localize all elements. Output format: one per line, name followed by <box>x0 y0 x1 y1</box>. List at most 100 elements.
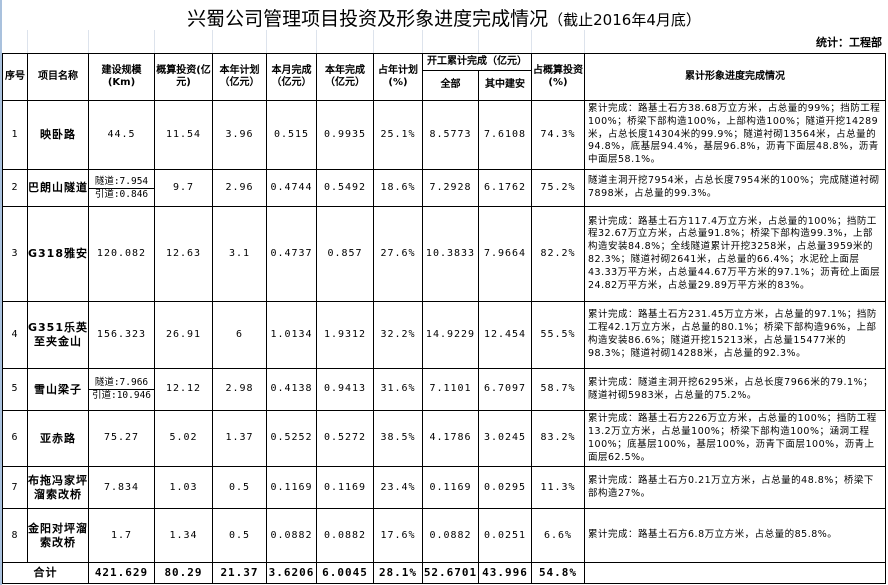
cell-name: 金阳对坪溜索改桥 <box>27 508 89 564</box>
cell-seq: 3 <box>2 206 28 303</box>
cell-name: 布拖冯家坪溜索改桥 <box>27 466 89 510</box>
total-month-done: 3.6206 <box>266 562 317 585</box>
total-budget: 80.29 <box>154 562 213 585</box>
cell-budget: 12.63 <box>154 206 213 303</box>
cell-pct-budget: 83.2% <box>531 410 585 468</box>
total-year-done: 6.0045 <box>316 562 374 585</box>
cell-year-done: 0.0882 <box>316 508 374 564</box>
total-label: 合计 <box>2 562 89 585</box>
header-budget: 概算投资(亿元) <box>154 53 213 101</box>
cell-year-plan: 2.98 <box>212 368 267 412</box>
cell-cum-build: 6.7097 <box>478 368 532 412</box>
cell-month-done: 0.0882 <box>266 508 317 564</box>
cell-pct-year: 18.6% <box>373 169 423 208</box>
cell-budget: 26.91 <box>154 301 213 370</box>
cell-year-plan: 0.5 <box>212 466 267 510</box>
cell-name: G351乐英至夹金山 <box>27 301 89 370</box>
title-text: 兴蜀公司管理项目投资及形象进度完成情况 <box>187 8 549 30</box>
header-scale: 建设规模(Km) <box>88 53 155 101</box>
cell-name: G318雅安 <box>27 206 89 303</box>
cell-month-done: 0.4138 <box>266 368 317 412</box>
cell-name: 映卧路 <box>27 99 89 171</box>
cell-year-done: 0.9935 <box>316 99 374 171</box>
header-pct-budget: 占概算投资(%) <box>531 53 585 101</box>
cell-seq: 1 <box>2 99 28 171</box>
cell-pct-year: 17.6% <box>373 508 423 564</box>
cell-scale: 75.27 <box>88 410 155 468</box>
total-cum-build: 43.996 <box>478 562 532 585</box>
cell-month-done: 0.5252 <box>266 410 317 468</box>
cell-cum-build: 6.1762 <box>478 169 532 208</box>
total-pct-budget: 54.8% <box>531 562 585 585</box>
cell-pct-budget: 6.6% <box>531 508 585 564</box>
cell-cum-build: 3.0245 <box>478 410 532 468</box>
cell-pct-budget: 74.3% <box>531 99 585 171</box>
cell-budget: 12.12 <box>154 368 213 412</box>
scale-approach: 引道:0.846 <box>94 188 149 200</box>
total-cum-all: 52.6701 <box>422 562 479 585</box>
cell-year-done: 0.857 <box>316 206 374 303</box>
total-scale: 421.629 <box>88 562 155 585</box>
header-progress: 累计形象进度完成情况 <box>584 53 886 101</box>
table-row: 5 雪山梁子 隧道:7.966 引道:10.946 12.12 2.98 0.4138 0.9… <box>2 368 886 412</box>
cell-progress: 累计完成：路基土石方38.68万立方米，占总量的99%；挡防工程100%；桥梁下… <box>584 99 886 171</box>
cell-seq: 2 <box>2 169 28 208</box>
cell-year-done: 0.5272 <box>316 410 374 468</box>
title-note: （截止2016年4月底） <box>548 11 701 29</box>
total-year-plan: 21.37 <box>212 562 267 585</box>
cell-cum-build: 7.9664 <box>478 206 532 303</box>
total-pct-year: 28.1% <box>373 562 423 585</box>
cell-progress: 累计完成：路基土石方231.45万立方米，占总量的97.1%；挡防工程42.1万… <box>584 301 886 370</box>
left-border <box>0 0 2 585</box>
cell-pct-year: 23.4% <box>373 466 423 510</box>
table-row: 4 G351乐英至夹金山 156.323 26.91 6 1.0134 1.9312 32.2… <box>2 301 886 370</box>
cell-year-plan: 6 <box>212 301 267 370</box>
cell-pct-year: 25.1% <box>373 99 423 171</box>
cell-pct-budget: 75.2% <box>531 169 585 208</box>
scale-tunnel: 隧道:7.954 <box>89 176 154 189</box>
cell-scale: 44.5 <box>88 99 155 171</box>
cell-cum-all: 7.2928 <box>422 169 479 208</box>
cell-year-plan: 2.96 <box>212 169 267 208</box>
total-row: 合计 421.629 80.29 21.37 3.6206 6.0045 28.1% 52.6… <box>2 562 886 585</box>
cell-pct-year: 38.5% <box>373 410 423 468</box>
cell-scale: 120.082 <box>88 206 155 303</box>
cell-budget: 11.54 <box>154 99 213 171</box>
table-row: 7 布拖冯家坪溜索改桥 7.834 1.03 0.5 0.1169 0.1169 23.4% 0… <box>2 466 886 510</box>
cell-cum-all: 8.5773 <box>422 99 479 171</box>
cell-year-plan: 0.5 <box>212 508 267 564</box>
cell-progress: 累计完成：隧道主洞开挖6295米，占总长度7966米的79.1%；隧道衬砌598… <box>584 368 886 412</box>
cell-year-done: 1.9312 <box>316 301 374 370</box>
cell-seq: 8 <box>2 508 28 564</box>
header-year-plan: 本年计划（亿元） <box>212 53 267 101</box>
cell-progress: 累计完成：路基土石方0.21万立方米，占总量的48.8%；桥梁下部构造27%。 <box>584 466 886 510</box>
cell-seq: 7 <box>2 466 28 510</box>
header-cum-all: 全部 <box>422 70 479 101</box>
cell-pct-budget: 55.5% <box>531 301 585 370</box>
page-title: 兴蜀公司管理项目投资及形象进度完成情况（截止2016年4月底） <box>0 4 888 31</box>
cell-month-done: 0.1169 <box>266 466 317 510</box>
cell-scale: 7.834 <box>88 466 155 510</box>
cell-pct-year: 27.6% <box>373 206 423 303</box>
cell-cum-build: 7.6108 <box>478 99 532 171</box>
cell-budget: 1.34 <box>154 508 213 564</box>
cell-budget: 9.7 <box>154 169 213 208</box>
cell-year-plan: 1.37 <box>212 410 267 468</box>
cell-month-done: 0.515 <box>266 99 317 171</box>
cell-pct-budget: 82.2% <box>531 206 585 303</box>
cell-year-plan: 3.1 <box>212 206 267 303</box>
table-row: 8 金阳对坪溜索改桥 1.7 1.34 0.5 0.0882 0.0882 17.6% 0.08… <box>2 508 886 564</box>
progress-table: 序号 项目名称 建设规模(Km) 概算投资(亿元) 本年计划（亿元） 本月完成（… <box>2 53 886 585</box>
cell-scale: 隧道:7.966 引道:10.946 <box>88 368 155 412</box>
cell-month-done: 0.4744 <box>266 169 317 208</box>
cell-cum-all: 14.9229 <box>422 301 479 370</box>
cell-name: 雪山梁子 <box>27 368 89 412</box>
cell-year-done: 0.1169 <box>316 466 374 510</box>
cell-month-done: 0.4737 <box>266 206 317 303</box>
table-row: 1 映卧路 44.5 11.54 3.96 0.515 0.9935 25.1% 8.5773 7… <box>2 99 886 171</box>
cell-month-done: 1.0134 <box>266 301 317 370</box>
cell-cum-all: 0.0882 <box>422 508 479 564</box>
cell-scale: 1.7 <box>88 508 155 564</box>
stat-label: 统计：工程部 <box>816 36 882 49</box>
header-pct-year: 占年计划(%) <box>373 53 423 101</box>
